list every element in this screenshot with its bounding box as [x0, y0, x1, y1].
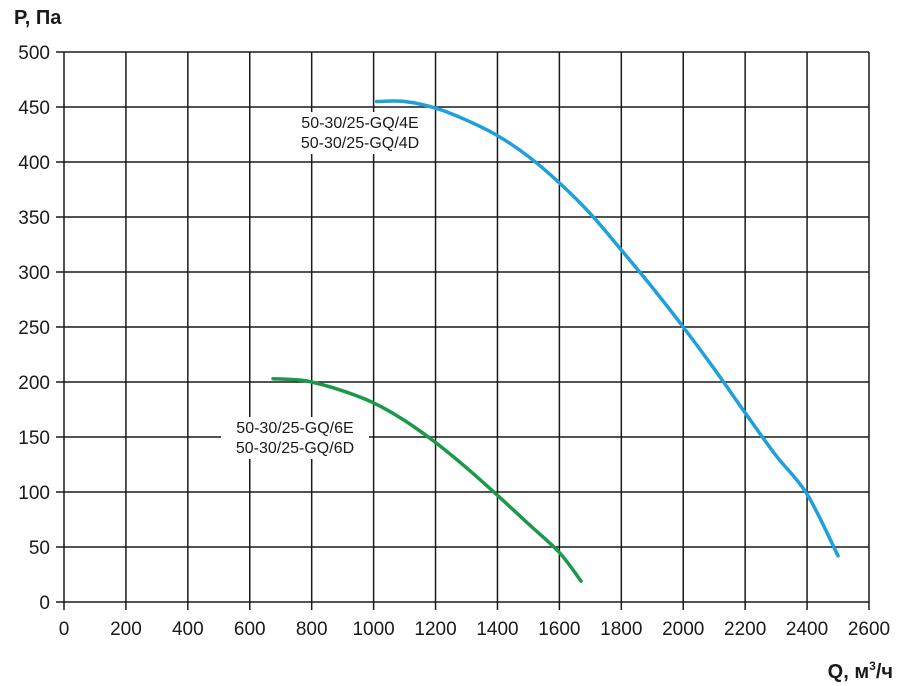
x-tick-label: 400 — [172, 619, 204, 640]
series-label: 50-30/25-GQ/4D — [301, 135, 419, 152]
y-tick-label: 150 — [18, 428, 50, 449]
series-labels: 50-30/25-GQ/4E 50-30/25-GQ/4D 50-30/25-GQ/… — [221, 112, 434, 459]
series-label: 50-30/25-GQ/4E — [301, 115, 418, 132]
series-line-1 — [374, 99, 840, 558]
y-tick-label: 500 — [18, 43, 50, 64]
series-label: 50-30/25-GQ/6D — [236, 440, 354, 457]
y-tick-label: 50 — [29, 538, 50, 559]
x-tick-label: 2600 — [848, 619, 890, 640]
x-tick-label: 1200 — [414, 619, 456, 640]
y-axis-title: P, Па — [14, 7, 62, 29]
y-tick-label: 350 — [18, 208, 50, 229]
y-tick-label: 0 — [39, 593, 50, 614]
y-tick-label: 250 — [18, 318, 50, 339]
x-tick-label: 800 — [296, 619, 328, 640]
x-tick-label: 1400 — [476, 619, 518, 640]
x-tick-label: 2200 — [724, 619, 766, 640]
y-tick-label: 100 — [18, 483, 50, 504]
series-label-background — [221, 417, 369, 459]
x-axis-ticks: 0 200 400 600 800 1000 1200 1400 1600 1800 2000 220… — [59, 619, 890, 640]
x-tick-label: 2000 — [662, 619, 704, 640]
x-tick-label: 0 — [59, 619, 70, 640]
y-tick-label: 200 — [18, 373, 50, 394]
grid — [56, 51, 870, 610]
x-tick-label: 2400 — [786, 619, 828, 640]
x-axis-title: Q, м3/ч — [828, 659, 893, 683]
y-tick-label: 450 — [18, 98, 50, 119]
series-lines — [271, 99, 840, 583]
series-label-background — [286, 112, 434, 154]
x-tick-label: 600 — [234, 619, 266, 640]
x-tick-label: 1600 — [538, 619, 580, 640]
y-tick-label: 400 — [18, 153, 50, 174]
x-tick-label: 1800 — [600, 619, 642, 640]
y-tick-label: 300 — [18, 263, 50, 284]
x-tick-label: 1000 — [352, 619, 394, 640]
series-label: 50-30/25-GQ/6E — [236, 420, 353, 437]
x-tick-label: 200 — [110, 619, 142, 640]
y-axis-ticks: 0 50 100 150 200 250 300 350 400 450 500 — [18, 43, 50, 614]
series-line-2 — [271, 376, 583, 583]
